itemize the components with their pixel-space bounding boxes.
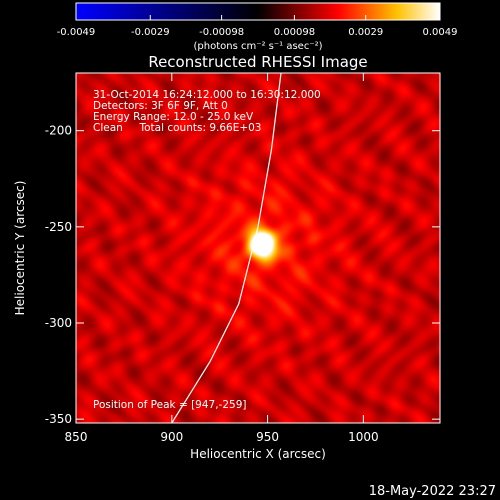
y-tick-label: -350 <box>45 412 72 426</box>
x-axis-label: Heliocentric X (arcsec) <box>190 447 326 461</box>
y-tick-label: -250 <box>45 220 72 234</box>
colorbar-tick-label: 0.0049 <box>423 27 458 38</box>
annotation-detectors: Detectors: 3F 6F 9F, Att 0 <box>93 100 228 112</box>
colorbar-tick-label: 0.00098 <box>274 27 315 38</box>
reconstructed-image <box>76 73 440 423</box>
annotation-peak-position: Position of Peak = [947,-259] <box>93 399 247 411</box>
x-tick-label: 950 <box>256 430 279 444</box>
annotation-time-range: 31-Oct-2014 16:24:12.000 to 16:30:12.000 <box>93 89 321 101</box>
annotation-clean-counts: Clean Total counts: 9.66E+03 <box>93 122 262 134</box>
plot-frame <box>75 72 441 424</box>
colorbar-tick-label: -0.0049 <box>57 27 96 38</box>
colorbar-unit-label: (photons cm⁻² s⁻¹ asec⁻²) <box>193 41 322 52</box>
y-axis-label: Heliocentric Y (arcsec) <box>13 181 27 316</box>
y-tick-label: -300 <box>45 316 72 330</box>
y-tick-label: -200 <box>45 124 72 138</box>
colorbar-ticks: -0.0049 -0.0029 -0.00098 0.00098 0.0029 0.004… <box>57 15 458 38</box>
x-tick-label: 900 <box>160 430 183 444</box>
annotation-energy-range: Energy Range: 12.0 - 25.0 keV <box>93 111 254 123</box>
colorbar <box>75 2 441 21</box>
x-tick-label: 1000 <box>348 430 379 444</box>
timestamp: 18-May-2022 23:27 <box>369 484 496 499</box>
colorbar-tick-label: 0.0029 <box>348 27 383 38</box>
colorbar-tick-label: -0.0029 <box>131 27 170 38</box>
colorbar-tick-label: -0.00098 <box>199 27 244 38</box>
y-axis-ticks: -200 -250 -300 -350 <box>45 124 440 426</box>
chart-title: Reconstructed RHESSI Image <box>148 53 367 71</box>
x-axis-ticks: 850 900 950 1000 <box>65 73 379 444</box>
x-tick-label: 850 <box>65 430 88 444</box>
solar-limb-line <box>171 73 282 423</box>
